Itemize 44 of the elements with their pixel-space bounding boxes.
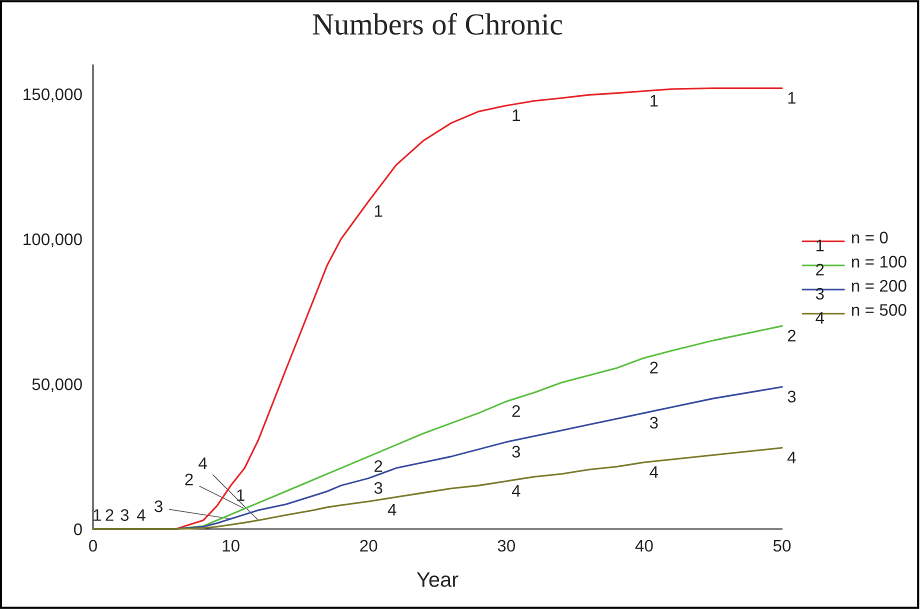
chart-title: Numbers of Chronic — [312, 12, 562, 35]
x-tick-label: 0 — [89, 540, 97, 552]
annotation: 1 — [237, 489, 244, 501]
annotation: 2 — [106, 509, 114, 521]
text: 4 — [816, 312, 824, 324]
annotation: 2 — [512, 405, 520, 417]
legend-label: n = 500 — [852, 304, 906, 316]
annotation: 1 — [94, 509, 101, 521]
annotation: 2 — [650, 362, 658, 374]
y-tick-label: 100,000 — [24, 233, 82, 248]
annotation: 4 — [388, 504, 396, 516]
legend-label: n = 200 — [852, 280, 906, 292]
y-tick-label: 50,000 — [32, 378, 82, 392]
annotation: 4 — [512, 485, 520, 497]
y-tick-label: 150,000 — [24, 88, 82, 102]
annotation: 3 — [512, 446, 520, 458]
annotation: 2 — [374, 460, 382, 472]
annotation: 4 — [198, 458, 207, 470]
legend-label: n = 0 — [852, 232, 888, 244]
annotation: 3 — [374, 482, 382, 494]
annotation: 4 — [136, 509, 146, 521]
x-tick-label: 40 — [635, 540, 653, 552]
annotation: 3 — [154, 500, 162, 512]
annotation: 3 — [788, 390, 796, 402]
text: 3 — [816, 288, 824, 300]
x-tick-label: 10 — [222, 540, 240, 552]
annotation: 2 — [788, 330, 796, 342]
annotation: 1 — [512, 110, 520, 122]
text: 2 — [816, 264, 824, 276]
annotation: 1 — [788, 92, 796, 104]
annotation: 1 — [374, 205, 382, 217]
legend-label: n = 100 — [852, 256, 906, 268]
x-tick-label: 30 — [498, 540, 516, 552]
annotation: 4 — [787, 452, 796, 464]
annotation: 3 — [120, 509, 129, 521]
annotation: 3 — [650, 416, 658, 429]
annotation: 1 — [650, 95, 658, 107]
annotation: 4 — [650, 466, 658, 478]
text: 1 — [816, 240, 824, 252]
x-tick-label: 20 — [360, 540, 378, 552]
y-tick-label: 0 — [74, 523, 82, 536]
x-axis-title: Year — [416, 572, 458, 587]
x-tick-label: 50 — [773, 540, 791, 552]
annotation: 2 — [185, 474, 193, 486]
